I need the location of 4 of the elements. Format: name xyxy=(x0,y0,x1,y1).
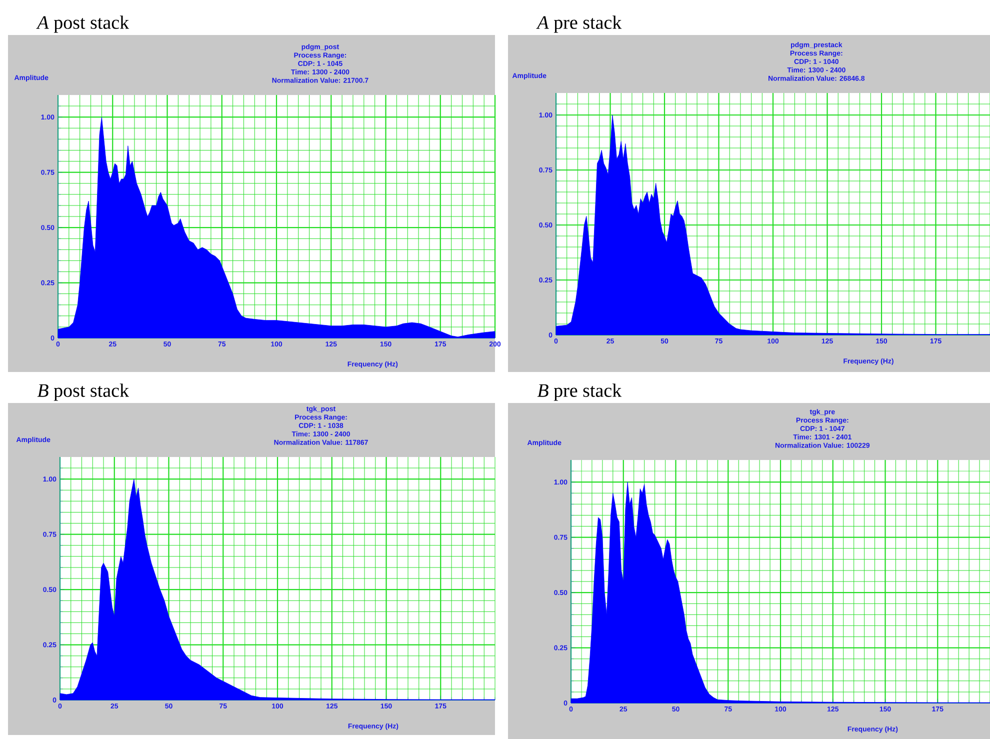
chart-title: A pre stack xyxy=(536,16,622,33)
chart-title: B post stack xyxy=(37,384,130,401)
chart-title: B pre stack xyxy=(537,384,622,401)
chart-title: A post stack xyxy=(36,16,130,33)
